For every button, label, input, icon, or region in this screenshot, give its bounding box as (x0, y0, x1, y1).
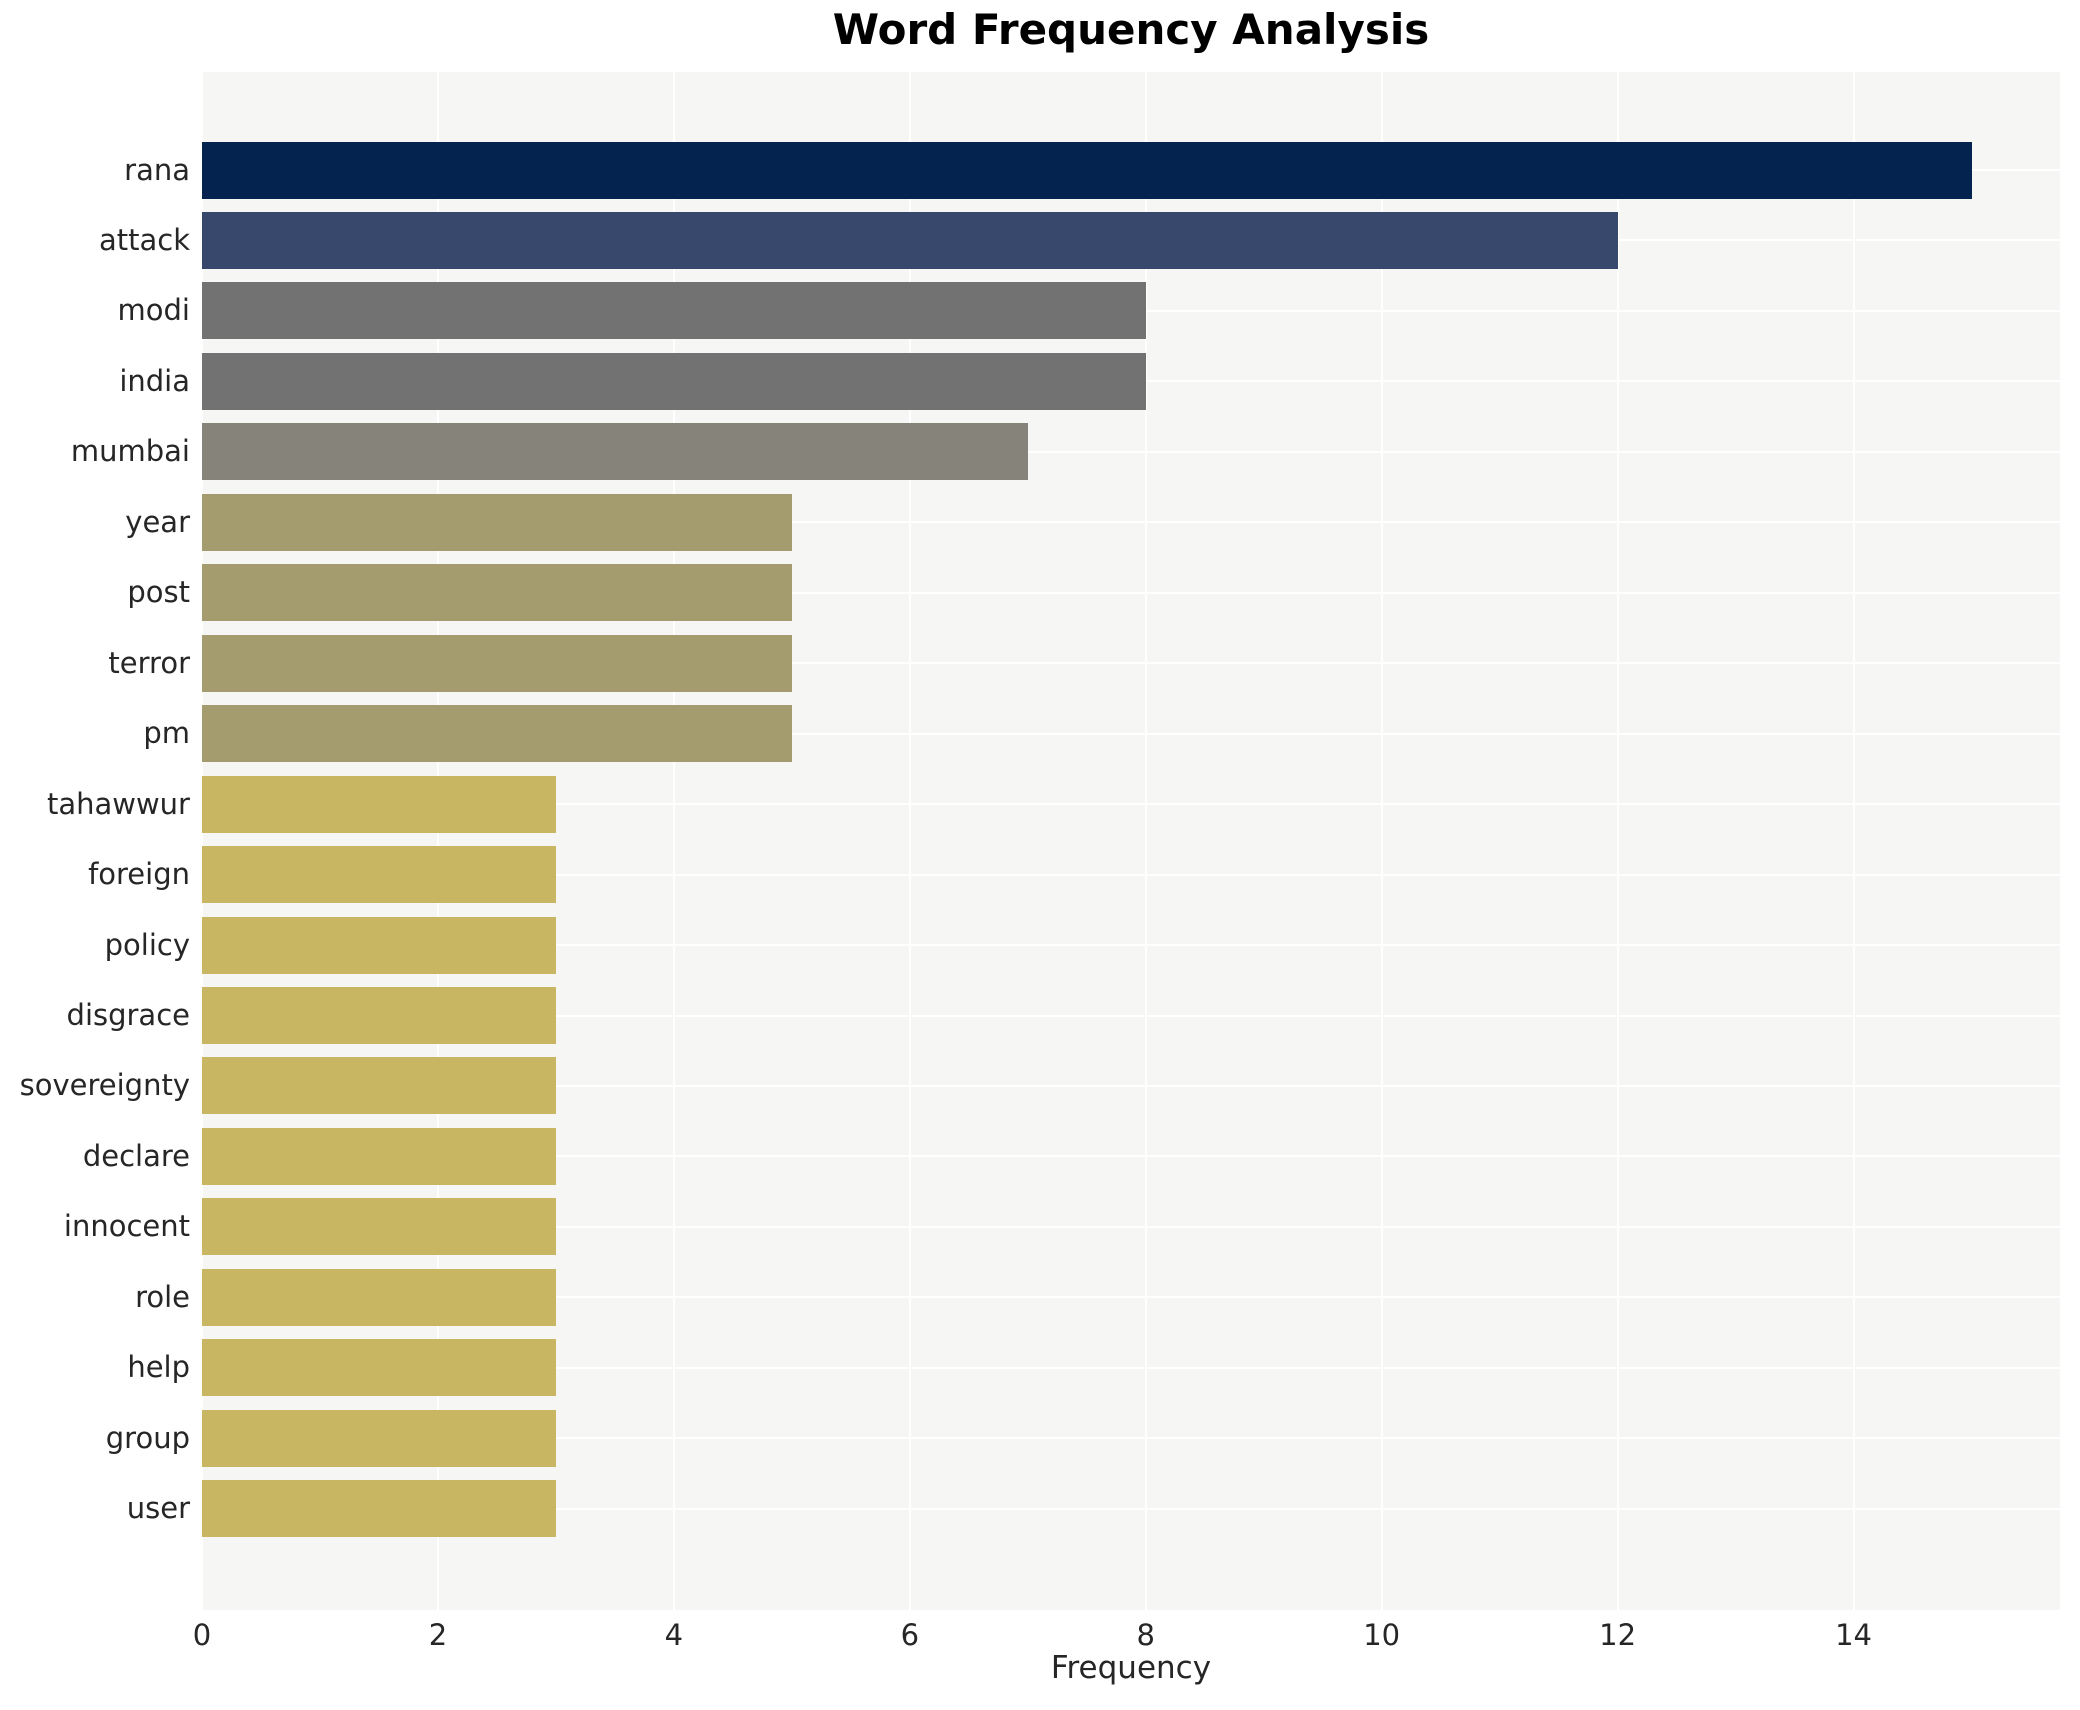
y-axis-label: year (125, 504, 190, 539)
y-gridline (202, 732, 2060, 735)
y-axis-label: role (135, 1279, 190, 1314)
y-axis-label: user (126, 1491, 190, 1526)
x-gridline (908, 72, 911, 1610)
bar-terror (202, 634, 792, 692)
y-gridline (202, 1296, 2060, 1299)
y-axis-label: declare (82, 1138, 190, 1173)
y-gridline (202, 1366, 2060, 1369)
x-gridline (1616, 72, 1619, 1610)
y-gridline (202, 944, 2060, 947)
bar-pm (202, 705, 792, 763)
x-gridline (1852, 72, 1855, 1610)
y-axis-label: modi (117, 293, 190, 328)
bar-rana (202, 141, 1972, 199)
x-gridline (201, 72, 203, 1610)
x-tick-label: 14 (1835, 1618, 1872, 1652)
bar-disgrace (202, 987, 556, 1045)
y-axis-label: sovereignty (19, 1068, 190, 1103)
y-gridline (202, 521, 2060, 524)
y-axis-label: india (119, 363, 190, 398)
y-gridline (202, 1084, 2060, 1087)
y-gridline (202, 450, 2060, 453)
x-tick-label: 4 (664, 1618, 684, 1652)
y-gridline (202, 591, 2060, 594)
y-axis-label: pm (143, 716, 190, 751)
x-tick-label: 12 (1599, 1618, 1637, 1652)
y-gridline (202, 1225, 2060, 1228)
y-gridline (202, 1155, 2060, 1158)
y-axis-label: foreign (88, 857, 190, 892)
bar-tahawwur (202, 775, 556, 833)
bar-group (202, 1409, 556, 1467)
y-axis-label: attack (98, 222, 190, 257)
y-axis-label: post (127, 575, 190, 610)
x-tick-label: 10 (1363, 1618, 1401, 1652)
y-gridline (202, 662, 2060, 665)
y-gridline (202, 873, 2060, 876)
y-axis-label: mumbai (70, 434, 190, 469)
bar-user (202, 1480, 556, 1538)
y-gridline (202, 1507, 2060, 1510)
y-axis-label: policy (104, 927, 190, 962)
y-gridline (202, 1437, 2060, 1440)
bar-foreign (202, 846, 556, 904)
y-axis-label: help (127, 1350, 190, 1385)
y-axis-label: terror (108, 645, 190, 680)
bar-modi (202, 282, 1146, 340)
y-gridline (202, 803, 2060, 806)
plot-area: rana attack modi india mumbai year post terror p… (20, 72, 2060, 1652)
bar-india (202, 352, 1146, 410)
x-tick-label: 0 (192, 1618, 212, 1652)
x-gridline (672, 72, 675, 1610)
bar-post (202, 564, 792, 622)
y-axis-label: innocent (63, 1209, 190, 1244)
bar-attack (202, 211, 1618, 269)
y-gridline (202, 1014, 2060, 1017)
y-axis-label: rana (124, 152, 190, 187)
y-axis-label: group (105, 1420, 190, 1455)
y-axis-label: tahawwur (46, 786, 190, 821)
x-tick-label: 2 (428, 1618, 448, 1652)
x-axis-title: Frequency (1050, 1650, 1212, 1686)
bar-declare (202, 1127, 556, 1185)
bar-help (202, 1339, 556, 1397)
y-axis-label: disgrace (66, 998, 190, 1033)
x-tick-label: 8 (1136, 1618, 1155, 1652)
bar-role (202, 1268, 556, 1326)
chart-title: Word Frequency Analysis (832, 5, 1430, 54)
bar-policy (202, 916, 556, 974)
bar-year (202, 493, 792, 551)
bar-mumbai (202, 423, 1028, 481)
bar-sovereignty (202, 1057, 556, 1115)
x-gridline (436, 72, 439, 1610)
x-gridline (1144, 72, 1147, 1610)
bar-innocent (202, 1198, 556, 1256)
x-tick-label: 6 (900, 1618, 920, 1652)
x-gridline (1380, 72, 1383, 1610)
